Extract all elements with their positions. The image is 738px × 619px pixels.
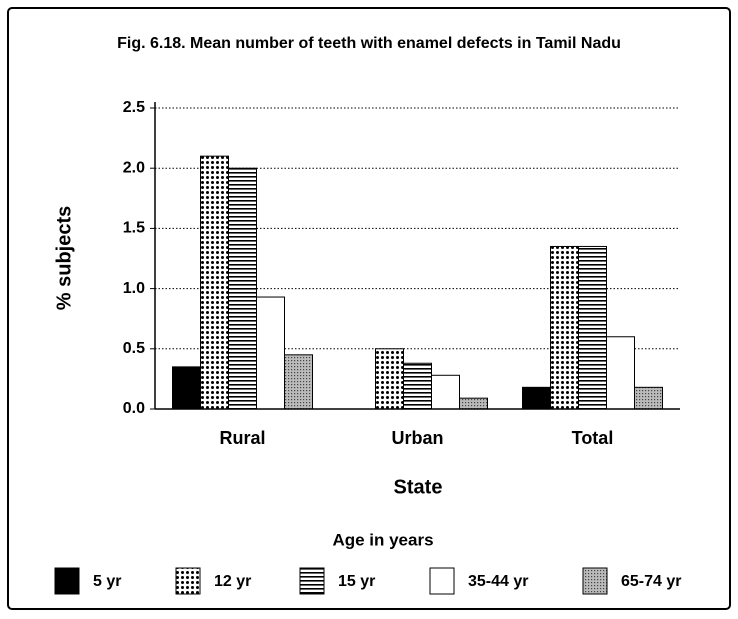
x-tick-label: Rural bbox=[219, 428, 265, 448]
bar bbox=[375, 348, 404, 410]
bar bbox=[522, 386, 551, 410]
legend-swatch bbox=[175, 567, 201, 595]
legend-swatch bbox=[429, 567, 455, 595]
bar bbox=[256, 296, 285, 410]
bar bbox=[550, 245, 579, 410]
chart-title: Fig. 6.18. Mean number of teeth with ena… bbox=[117, 35, 621, 52]
bar bbox=[228, 167, 257, 410]
legend-swatch bbox=[54, 567, 80, 595]
y-tick-label: 2.5 bbox=[123, 99, 145, 116]
bar bbox=[606, 336, 635, 410]
y-tick-label: 1.0 bbox=[123, 280, 145, 297]
y-tick-label: 1.5 bbox=[123, 220, 145, 237]
legend-label: 15 yr bbox=[338, 573, 375, 590]
legend-swatch bbox=[299, 567, 325, 595]
frame bbox=[7, 7, 731, 610]
y-tick-label: 0.0 bbox=[123, 400, 145, 417]
bar bbox=[200, 155, 229, 410]
legend-title: Age in years bbox=[332, 530, 433, 549]
bar bbox=[459, 397, 488, 410]
x-tick-label: Total bbox=[572, 428, 614, 448]
legend-label: 65-74 yr bbox=[621, 573, 682, 590]
y-axis-label: % subjects bbox=[53, 206, 75, 310]
legend-swatch bbox=[582, 567, 608, 595]
bar bbox=[634, 386, 663, 410]
bar bbox=[284, 354, 313, 410]
legend-label: 12 yr bbox=[214, 573, 251, 590]
y-tick-label: 2.0 bbox=[123, 159, 145, 176]
x-axis-label: State bbox=[394, 476, 443, 498]
bar bbox=[172, 366, 201, 410]
bar bbox=[431, 374, 460, 410]
legend-label: 35-44 yr bbox=[468, 573, 529, 590]
bar bbox=[403, 362, 432, 410]
x-tick-label: Urban bbox=[391, 428, 443, 448]
y-tick-label: 0.5 bbox=[123, 340, 145, 357]
bar bbox=[578, 245, 607, 410]
legend-label: 5 yr bbox=[93, 573, 121, 590]
